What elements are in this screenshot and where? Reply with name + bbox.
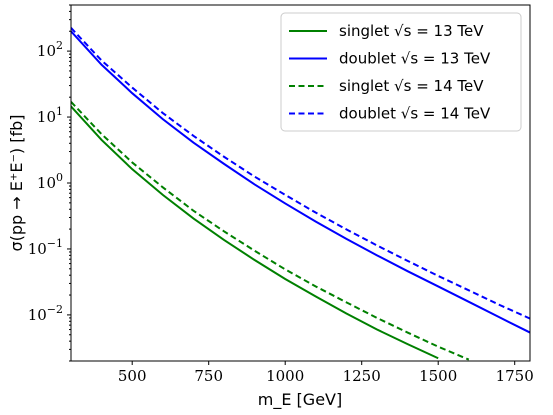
series-layer [71,27,530,361]
series-line-4 [71,27,530,320]
x-axis-label: m_E [GeV] [258,390,342,410]
series-line-1 [71,105,439,360]
legend-label-1: singlet √s = 13 TeV [339,22,484,40]
y-tick-label: 100 [37,171,63,192]
legend-label-3: singlet √s = 14 TeV [339,77,484,95]
x-axis: 500 750 1000 1250 1500 1750 [118,361,534,385]
y-tick-label: 10−2 [28,303,63,324]
x-tick-label: 1250 [343,367,381,385]
x-tick-label: 500 [118,367,147,385]
x-tick-label: 1750 [496,367,534,385]
legend-label-2: doublet √s = 13 TeV [339,50,491,68]
y-tick-label: 102 [37,39,63,60]
y-axis: 10−2 10−1 100 101 102 [28,4,71,362]
series-line-2 [71,30,530,334]
legend: singlet √s = 13 TeV doublet √s = 13 TeV si… [280,12,522,132]
y-axis-label: σ(pp → E⁺E⁻) [fb] [7,115,26,252]
y-tick-label: 10−1 [28,237,63,258]
x-tick-label: 1500 [419,367,457,385]
x-tick-label: 750 [194,367,223,385]
x-tick-label: 1000 [266,367,304,385]
legend-box [280,12,522,132]
series-line-3 [71,101,470,361]
legend-label-4: doublet √s = 14 TeV [339,105,491,123]
y-tick-label: 101 [37,105,63,126]
